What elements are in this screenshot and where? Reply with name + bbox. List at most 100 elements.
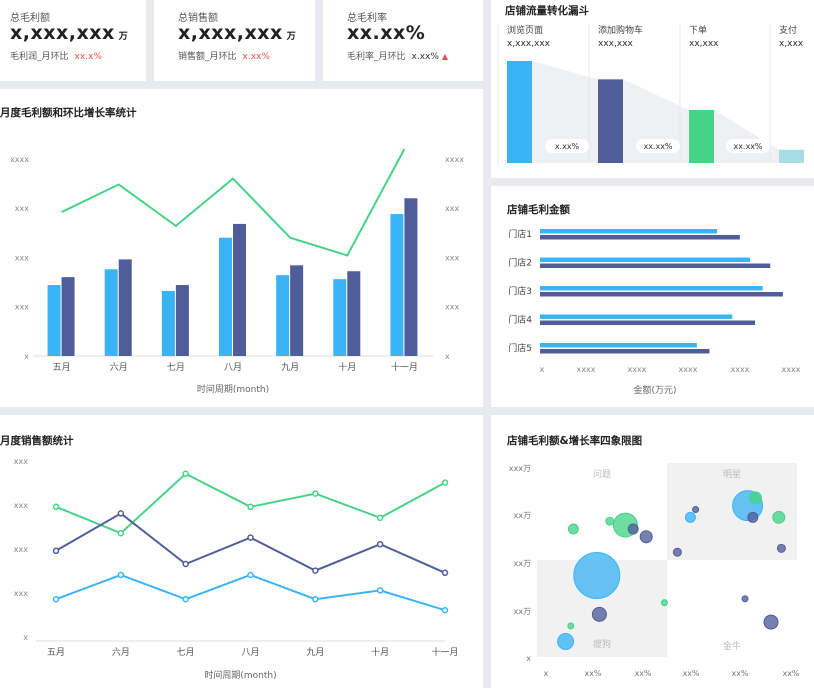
y-tick-label: x <box>23 633 28 642</box>
kpi-sub: 毛利率_月环比 x.xx% ▲ <box>347 52 449 62</box>
kpi-unit: 万 <box>118 32 129 42</box>
y2-tick-label: xxx <box>445 253 459 262</box>
x-tick-label: 五月 <box>47 647 65 658</box>
y2-tick-label: xxxx <box>445 155 464 164</box>
x-axis-label: 时间周期(month) <box>197 383 269 395</box>
bar <box>540 229 718 234</box>
y2-tick-label: xxx <box>445 204 459 213</box>
scatter-point <box>591 606 607 622</box>
x-tick-label: 八月 <box>224 362 242 373</box>
y-tick-label: xxx <box>14 457 28 466</box>
x-tick-label: xx% <box>634 669 651 678</box>
kpi-card-gross-profit: 总毛利额 x,xxx,xxx 万 毛利润_月环比 xx.x% <box>0 0 146 81</box>
data-point <box>117 510 125 517</box>
bar <box>540 263 771 268</box>
data-point <box>52 595 60 603</box>
y2-tick-label: x <box>445 352 450 361</box>
x-tick-label: x <box>540 365 545 374</box>
y-tick-label: xxx <box>14 545 28 554</box>
series-line <box>55 472 446 535</box>
data-point <box>52 547 60 555</box>
funnel-pct-label: xx.xx% <box>643 142 672 151</box>
y-tick-label: xxx <box>14 501 28 510</box>
x-tick-label: 六月 <box>112 646 130 658</box>
bar <box>347 271 361 356</box>
scatter-point <box>605 516 615 526</box>
kpi-change: x.xx% <box>242 52 270 62</box>
bar <box>118 259 132 356</box>
bar <box>540 257 750 262</box>
bar <box>333 279 347 356</box>
bar <box>404 198 418 356</box>
quadrant-label: 明星 <box>723 469 741 480</box>
arrow-up-icon: ▲ <box>441 52 449 61</box>
x-tick-label: xxxx <box>577 365 596 374</box>
kpi-title: 总毛利率 <box>347 13 387 24</box>
kpi-change: x.xx% <box>411 52 439 62</box>
quadrant-label: 问题 <box>593 468 611 480</box>
kpi-card-total-sales: 总销售额 x,xxx,xxx 万 销售额_月环比 x.xx% <box>154 0 315 81</box>
scatter-point <box>567 523 579 535</box>
funnel-connector <box>714 109 779 163</box>
data-point <box>376 540 384 548</box>
funnel-stage-label: 浏览页面 <box>507 24 543 36</box>
funnel-bar <box>779 149 804 163</box>
data-point <box>312 490 319 497</box>
scatter-point <box>672 547 682 557</box>
quadrant-label: 瘦狗 <box>593 638 611 650</box>
y-tick-label: xxx万 <box>509 464 531 473</box>
data-point <box>312 595 319 603</box>
scatter-point <box>567 622 575 630</box>
funnel-bar <box>507 61 532 163</box>
x-tick-label: 八月 <box>241 647 259 658</box>
x-axis-label: 金额(万元) <box>633 384 676 396</box>
funnel-bar <box>689 109 714 163</box>
funnel-stage-label: 下单 <box>689 24 707 36</box>
y-tick-label: xx万 <box>514 559 531 568</box>
funnel-bar <box>598 79 623 163</box>
x-tick-label: 九月 <box>281 362 299 373</box>
x-tick-label: 六月 <box>110 361 128 373</box>
y-tick-label: xxx <box>15 253 29 262</box>
y-tick-label: xxx <box>15 204 29 213</box>
x-tick-label: xx% <box>682 669 699 678</box>
kpi-sub: 毛利润_月环比 xx.x% <box>10 52 102 62</box>
bar <box>540 349 710 354</box>
bar <box>104 269 118 356</box>
bar <box>290 265 304 356</box>
kpi-value: x,xxx,xxx 万 <box>178 22 297 44</box>
scatter-point <box>763 614 779 630</box>
kpi-value: x,xxx,xxx 万 <box>10 22 129 44</box>
x-tick-label: 十月 <box>371 646 389 658</box>
scatter-point <box>772 510 786 524</box>
funnel-chart: 浏览页面 x,xxx,xxx 添加购物车 xxx,xxx x.xx% 下单 xx,xxx xx… <box>497 24 804 163</box>
bar <box>540 314 733 319</box>
bar <box>161 290 175 356</box>
quadrant-card: 店铺毛利额&增长率四象限图 问题 明星 瘦狗 金牛 x xx万 xx万 xx万 xxx万 x xx%… <box>491 415 814 688</box>
data-point <box>312 567 319 574</box>
store-profit-card: 店铺毛利金额 门店1 门店2 门店3 门店4 门店5 x xxxx xxxx xxxx xxxx x… <box>491 186 814 407</box>
funnel-pct-pill <box>636 139 680 153</box>
card-title: 月度销售额统计 <box>0 435 74 447</box>
funnel-card: 店铺流量转化漏斗 浏览页面 x,xxx,xxx 添加购物车 xxx,xxx x.xx% 下… <box>491 0 814 178</box>
data-point <box>182 470 189 478</box>
y-tick-label: x <box>24 352 29 361</box>
scatter-point <box>748 491 762 505</box>
bar <box>540 292 783 297</box>
funnel-stage-label: 添加购物车 <box>598 24 643 36</box>
bar <box>540 320 756 325</box>
monthly-profit-card: 月度毛利额和环比增长率统计 x xxx xxx xxx xxxx x xxx xxx xxx xx… <box>0 89 483 407</box>
x-tick-label: 十一月 <box>431 646 458 658</box>
funnel-pct-label: x.xx% <box>555 142 580 151</box>
x-tick-label: xxxx <box>731 365 750 374</box>
card-title: 店铺毛利额&增长率四象限图 <box>507 435 643 447</box>
quadrant-label: 金牛 <box>723 640 741 652</box>
x-tick-label: xx% <box>731 669 748 678</box>
data-point <box>247 503 254 511</box>
bar <box>540 343 697 348</box>
x-tick-label: xxxx <box>628 365 647 374</box>
card-title: 店铺流量转化漏斗 <box>505 5 589 17</box>
